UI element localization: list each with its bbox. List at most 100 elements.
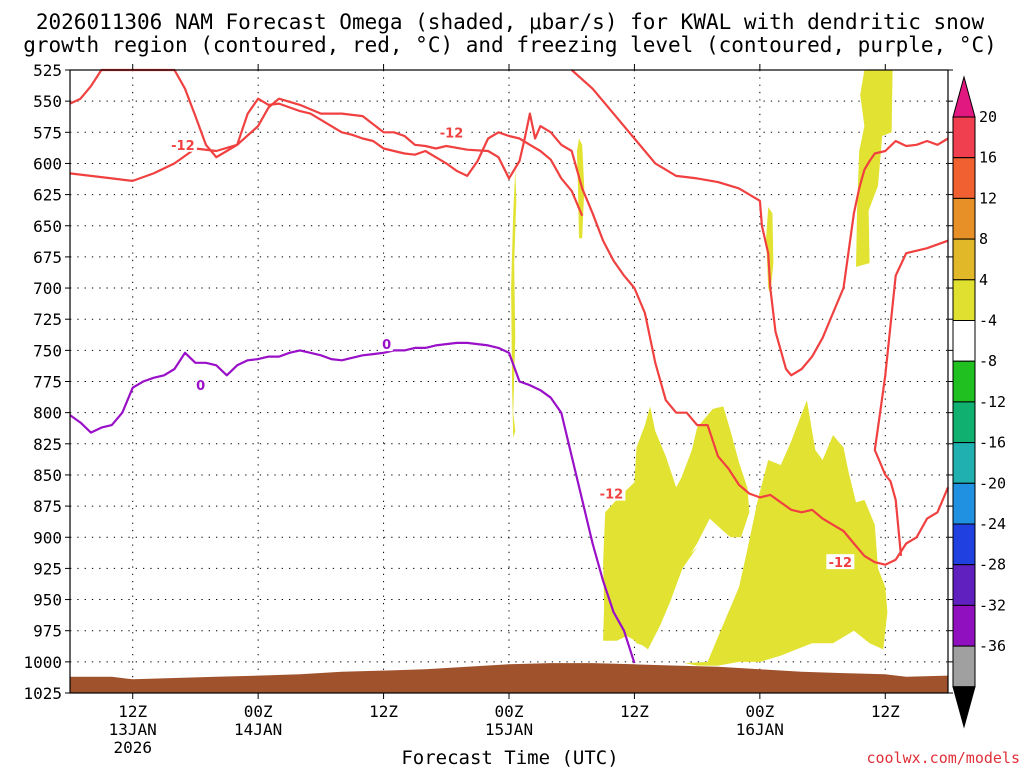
- colorbar-label: -32: [979, 596, 1006, 614]
- colorbar-swatch: [952, 116, 976, 159]
- colorbar-swatch: [952, 523, 976, 566]
- x-tick-label: 12Z: [118, 702, 147, 721]
- x-tick-label: 12Z: [871, 702, 900, 721]
- x-axis-label: Forecast Time (UTC): [401, 747, 618, 768]
- y-tick-label: 525: [33, 61, 62, 80]
- omega-shaded-region: [511, 169, 517, 438]
- colorbar-label: -16: [979, 434, 1006, 452]
- colorbar-swatch: [952, 197, 976, 240]
- colorbar-swatch: [952, 320, 976, 362]
- omega-shaded-region: [856, 70, 893, 267]
- y-tick-label: 800: [33, 404, 62, 423]
- colorbar-swatch: [952, 238, 976, 281]
- colorbar-swatch: [952, 482, 976, 525]
- colorbar-label: -28: [979, 556, 1006, 574]
- contour-label-bg: [826, 554, 855, 570]
- colorbar-label: 12: [979, 189, 997, 207]
- y-axis: 525 550 575 600 625 650 675 700 725 750 775 800 825 8…: [23, 61, 953, 703]
- terrain-fill: [70, 663, 948, 693]
- colorbar-swatch: [952, 157, 976, 199]
- dgz-contour-minus12: [570, 69, 949, 377]
- y-tick-label: 850: [33, 466, 62, 485]
- colorbar-swatch: [952, 442, 976, 484]
- colorbar-label: 16: [979, 149, 997, 167]
- dgz-contour-minus12: [69, 97, 950, 566]
- y-tick-label: 575: [33, 123, 62, 142]
- chart-title-line1: 2026011306 NAM Forecast Omega (shaded, μ…: [36, 10, 985, 34]
- y-tick-label: 675: [33, 248, 62, 267]
- contour-label: -12: [171, 139, 195, 154]
- x-tick-label: 00Z: [495, 702, 524, 721]
- colorbar-swatch: [952, 564, 976, 606]
- dgz-contour-minus12: [69, 68, 584, 217]
- y-tick-label: 875: [33, 497, 62, 516]
- omega-shaded-region: [684, 400, 888, 666]
- colorbar-label: -24: [979, 515, 1006, 533]
- credit-text: coolwx.com/models: [866, 749, 1020, 767]
- y-tick-label: 750: [33, 341, 62, 360]
- omega-shaded-region: [603, 547, 698, 647]
- freezing-level-contour: [69, 341, 636, 664]
- x-tick-label: 14JAN: [234, 720, 282, 739]
- colorbar-swatch: [952, 645, 976, 688]
- colorbar: 20 16 12 8 4 -4 -8 -12 -16 -20 -24 -28 -32 -36: [952, 75, 1006, 729]
- y-tick-label: 725: [33, 310, 62, 329]
- x-tick-label: 00Z: [244, 702, 273, 721]
- plot-area: -12 -12 -12 -12 0 0: [69, 68, 950, 694]
- y-tick-label: 950: [33, 591, 62, 610]
- omega-shaded-region: [766, 207, 774, 295]
- y-tick-label: 1000: [23, 653, 62, 672]
- colorbar-label: -20: [979, 474, 1006, 492]
- colorbar-label: 8: [979, 230, 988, 248]
- colorbar-label: -36: [979, 637, 1006, 655]
- y-tick-label: 650: [33, 217, 62, 236]
- y-tick-label: 625: [33, 186, 62, 205]
- chart-title-line2: growth region (contoured, red, °C) and f…: [23, 33, 997, 57]
- contour-label-bg: [168, 136, 197, 152]
- terrain-layer: [70, 663, 948, 693]
- colorbar-swatch: [952, 279, 976, 321]
- colorbar-label: 20: [979, 108, 997, 126]
- contour-label-bg: [597, 485, 626, 501]
- colorbar-label: -4: [979, 312, 997, 330]
- contour-label: -12: [829, 556, 853, 571]
- contour-layer: [69, 68, 950, 664]
- x-tick-label: 13JAN: [109, 720, 157, 739]
- x-tick-label: 12Z: [369, 702, 398, 721]
- colorbar-label: -8: [979, 352, 997, 370]
- x-tick-label: 16JAN: [736, 720, 784, 739]
- y-tick-label: 975: [33, 622, 62, 641]
- contour-label-layer: -12 -12 -12 -12 0 0: [168, 124, 855, 571]
- colorbar-bottom-arrow: [952, 686, 976, 729]
- y-tick-label: 900: [33, 528, 62, 547]
- colorbar-swatch: [952, 604, 976, 647]
- colorbar-top-arrow: [952, 75, 976, 118]
- y-tick-label: 700: [33, 279, 62, 298]
- contour-label: 0: [196, 379, 205, 394]
- x-tick-label: 15JAN: [485, 720, 533, 739]
- x-tick-label: 12Z: [620, 702, 649, 721]
- x-tick-label: 00Z: [745, 702, 774, 721]
- omega-fill-layer: [511, 70, 893, 666]
- contour-label-bg: [194, 377, 207, 393]
- y-tick-label: 1025: [23, 684, 62, 703]
- y-tick-label: 775: [33, 373, 62, 392]
- contour-label: -12: [440, 126, 464, 141]
- colorbar-swatch: [952, 401, 976, 444]
- colorbar-label: 4: [979, 271, 988, 289]
- y-tick-label: 550: [33, 92, 62, 111]
- contour-label: -12: [600, 488, 624, 503]
- omega-shaded-region: [603, 406, 750, 650]
- contour-label-bg: [437, 124, 466, 140]
- omega-shaded-region: [576, 138, 585, 239]
- contour-label-bg: [380, 336, 393, 352]
- y-tick-label: 925: [33, 559, 62, 578]
- colorbar-label: -12: [979, 393, 1006, 411]
- contour-label: 0: [382, 338, 391, 353]
- y-tick-label: 600: [33, 154, 62, 173]
- dgz-contour-minus12: [873, 239, 949, 557]
- y-tick-label: 825: [33, 435, 62, 454]
- colorbar-swatch: [952, 360, 976, 403]
